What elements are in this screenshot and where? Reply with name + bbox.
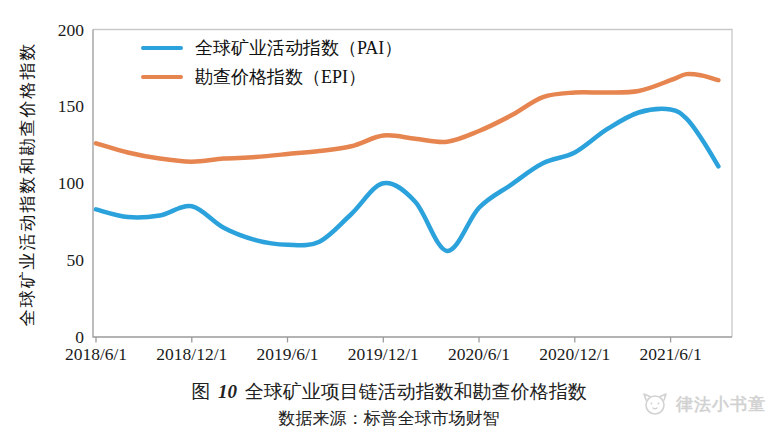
pai-line	[96, 109, 718, 251]
y-tick-label: 150	[58, 96, 85, 116]
x-tick-label: 2020/12/1	[539, 344, 610, 364]
x-tick-label: 2021/6/1	[639, 344, 701, 364]
watermark-text: 律法小书童	[676, 393, 766, 416]
chart-legend: 全球矿业活动指数（PAI） 勘查价格指数（EPI）	[141, 37, 402, 88]
y-tick-label: 50	[67, 250, 85, 270]
caption-title: 全球矿业项目链活动指数和勘查价格指数	[245, 381, 587, 402]
legend-label-pai: 全球矿业活动指数（PAI）	[195, 36, 402, 60]
x-tick-label: 2019/12/1	[348, 344, 419, 364]
caption-number: 10	[215, 381, 240, 402]
x-tick-label: 2018/12/1	[156, 344, 227, 364]
epi-line-swatch-icon	[141, 75, 183, 80]
figure-10-mining-index-chart: 全球矿业活动指数和勘查价格指数 0501001502002018/6/12018…	[0, 0, 778, 447]
x-tick-label: 2018/6/1	[65, 344, 127, 364]
pai-line-swatch-icon	[141, 46, 183, 51]
cat-face-icon	[640, 391, 670, 417]
legend-label-epi: 勘查价格指数（EPI）	[195, 65, 366, 89]
y-tick-label: 200	[58, 20, 85, 40]
caption-prefix: 图	[191, 381, 210, 402]
y-tick-label: 100	[58, 173, 85, 193]
watermark: 律法小书童	[640, 391, 766, 417]
legend-item-epi: 勘查价格指数（EPI）	[141, 66, 402, 88]
x-tick-label: 2019/6/1	[256, 344, 318, 364]
x-tick-label: 2020/6/1	[448, 344, 510, 364]
legend-item-pai: 全球矿业活动指数（PAI）	[141, 37, 402, 59]
